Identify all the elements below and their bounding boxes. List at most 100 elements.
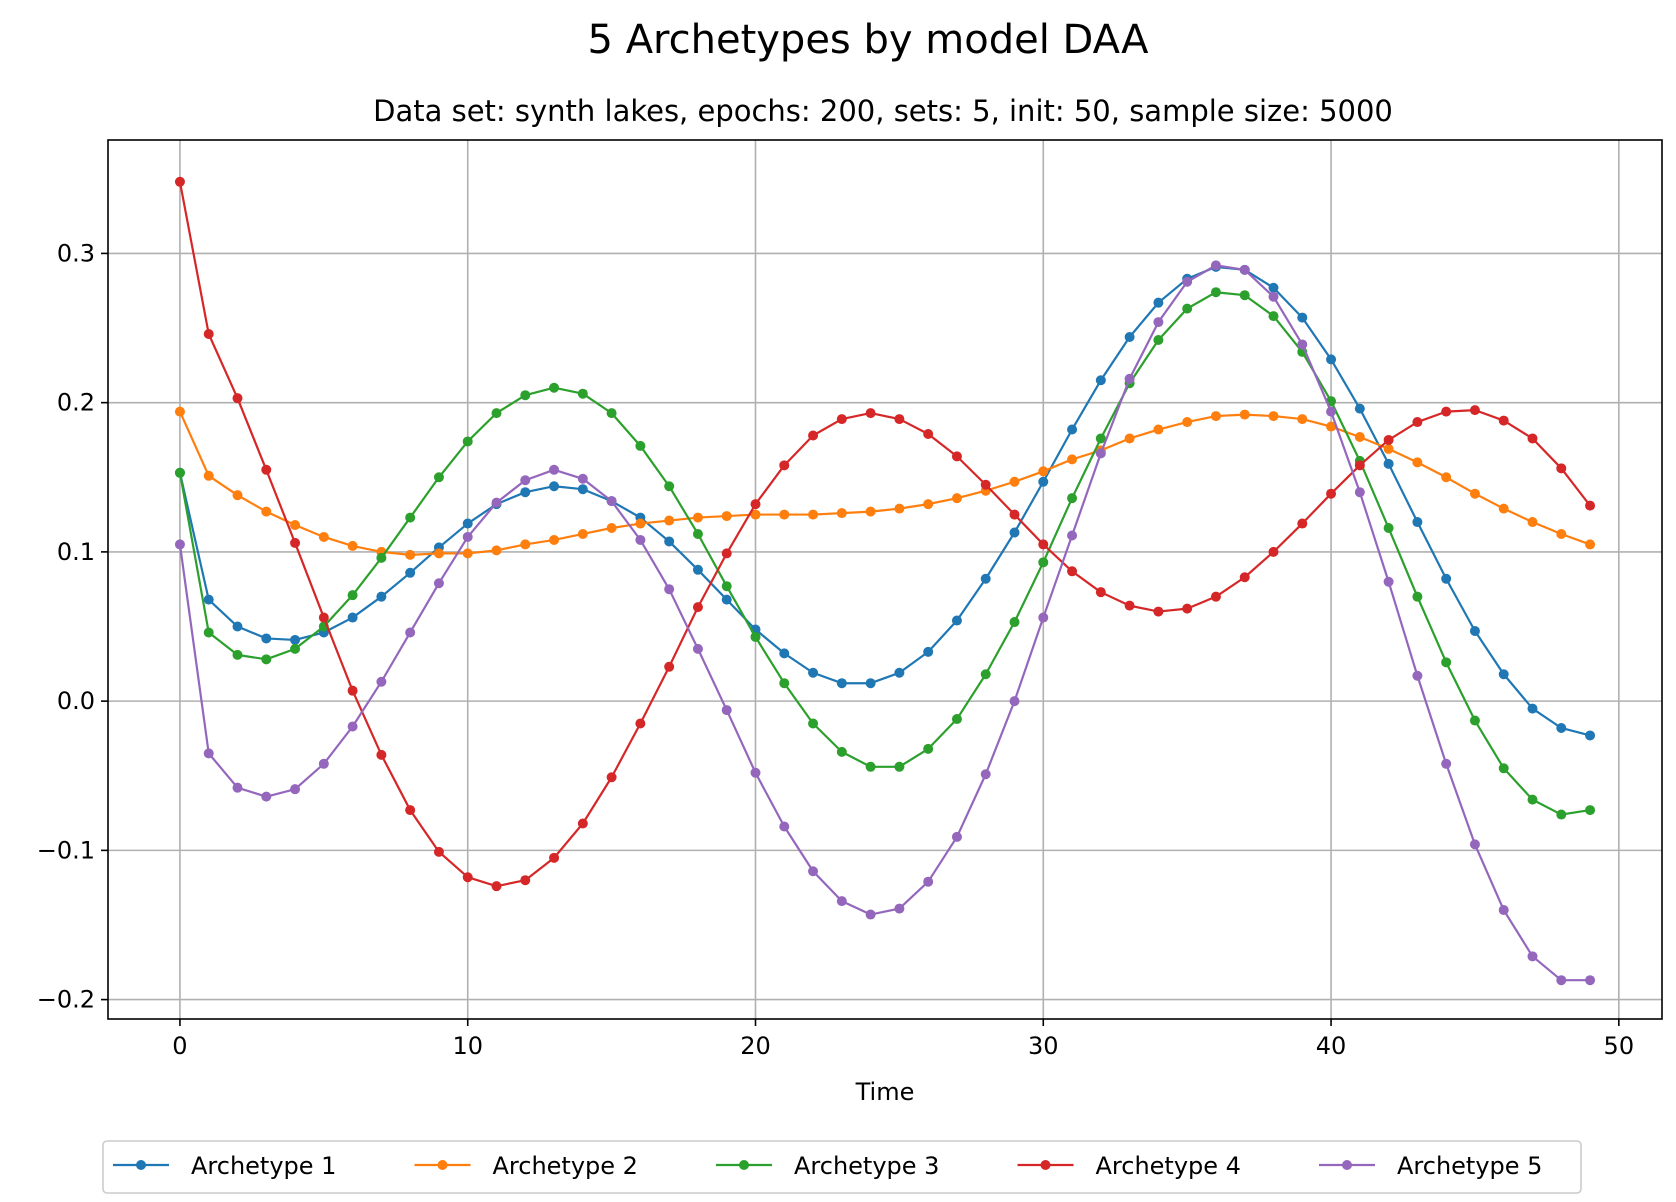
data-point	[1210, 591, 1221, 602]
data-point	[290, 537, 301, 548]
data-point	[203, 594, 214, 605]
chart-title: 5 Archetypes by model DAA	[588, 17, 1150, 63]
legend-label: Archetype 1	[191, 1152, 336, 1180]
data-point	[951, 615, 962, 626]
x-tick-label: 20	[740, 1032, 771, 1060]
data-point	[433, 846, 444, 857]
data-point	[1469, 488, 1480, 499]
data-point	[1441, 406, 1452, 417]
y-tick-label: 0.3	[57, 239, 95, 267]
data-point	[1585, 975, 1596, 986]
data-point	[1441, 472, 1452, 483]
data-point	[1441, 657, 1452, 668]
data-point	[1527, 517, 1538, 528]
y-tick-label: 0.0	[57, 687, 95, 715]
data-point	[923, 499, 934, 510]
data-point	[664, 661, 675, 672]
data-point	[836, 678, 847, 689]
data-point	[1412, 457, 1423, 468]
data-point	[290, 634, 301, 645]
data-point	[376, 591, 387, 602]
series-lines	[174, 176, 1596, 986]
data-point	[894, 667, 905, 678]
data-point	[261, 654, 272, 665]
legend-item-archetype-3: Archetype 3	[716, 1152, 939, 1180]
data-point	[1498, 763, 1509, 774]
data-point	[721, 581, 732, 592]
data-point	[692, 564, 703, 575]
data-point	[1095, 433, 1106, 444]
data-point	[750, 767, 761, 778]
data-point	[664, 515, 675, 526]
data-point	[1182, 276, 1193, 287]
y-tick-label: 0.2	[57, 389, 95, 417]
data-point	[577, 388, 588, 399]
data-point	[577, 484, 588, 495]
data-point	[1556, 528, 1567, 539]
data-point	[1268, 411, 1279, 422]
data-point	[1182, 603, 1193, 614]
data-point	[462, 548, 473, 559]
data-point	[491, 881, 502, 892]
x-axis-label: Time	[855, 1078, 915, 1106]
data-point	[1441, 758, 1452, 769]
data-point	[520, 875, 531, 886]
data-point	[1009, 617, 1020, 628]
x-tick-label: 0	[172, 1032, 187, 1060]
legend-label: Archetype 2	[493, 1152, 638, 1180]
data-point	[1354, 487, 1365, 498]
data-point	[836, 414, 847, 425]
data-point	[980, 769, 991, 780]
data-point	[750, 499, 761, 510]
legend-label: Archetype 4	[1096, 1152, 1241, 1180]
data-point	[462, 518, 473, 529]
data-point	[1067, 493, 1078, 504]
data-point	[577, 818, 588, 829]
data-point	[577, 473, 588, 484]
data-point	[174, 406, 185, 417]
data-point	[549, 464, 560, 475]
data-point	[376, 676, 387, 687]
series-line	[178, 265, 1591, 737]
data-point	[894, 903, 905, 914]
data-point	[232, 621, 243, 632]
legend-item-archetype-5: Archetype 5	[1319, 1152, 1542, 1180]
data-point	[1210, 260, 1221, 271]
data-point	[1210, 411, 1221, 422]
data-point	[491, 497, 502, 508]
data-point	[405, 567, 416, 578]
data-point	[865, 761, 876, 772]
legend-swatch-marker	[739, 1160, 749, 1170]
data-point	[462, 872, 473, 883]
data-point	[520, 390, 531, 401]
data-point	[318, 531, 329, 542]
data-point	[1527, 951, 1538, 962]
data-point	[1585, 730, 1596, 741]
data-point	[318, 758, 329, 769]
data-point	[347, 612, 358, 623]
data-point	[1153, 297, 1164, 308]
data-point	[1326, 406, 1337, 417]
data-point	[405, 627, 416, 638]
data-point	[462, 436, 473, 447]
data-point	[1182, 417, 1193, 428]
data-point	[203, 329, 214, 340]
data-point	[1124, 600, 1135, 611]
data-point	[606, 408, 617, 419]
series-archetype-5	[174, 260, 1596, 986]
data-point	[750, 509, 761, 520]
data-point	[1009, 696, 1020, 707]
data-point	[347, 590, 358, 601]
data-point	[1498, 669, 1509, 680]
data-point	[232, 490, 243, 501]
data-point	[405, 512, 416, 523]
data-point	[1009, 527, 1020, 538]
data-point	[1038, 557, 1049, 568]
data-point	[1239, 572, 1250, 583]
data-point	[1124, 331, 1135, 342]
data-point	[721, 511, 732, 522]
data-point	[1124, 373, 1135, 384]
data-point	[1441, 573, 1452, 584]
